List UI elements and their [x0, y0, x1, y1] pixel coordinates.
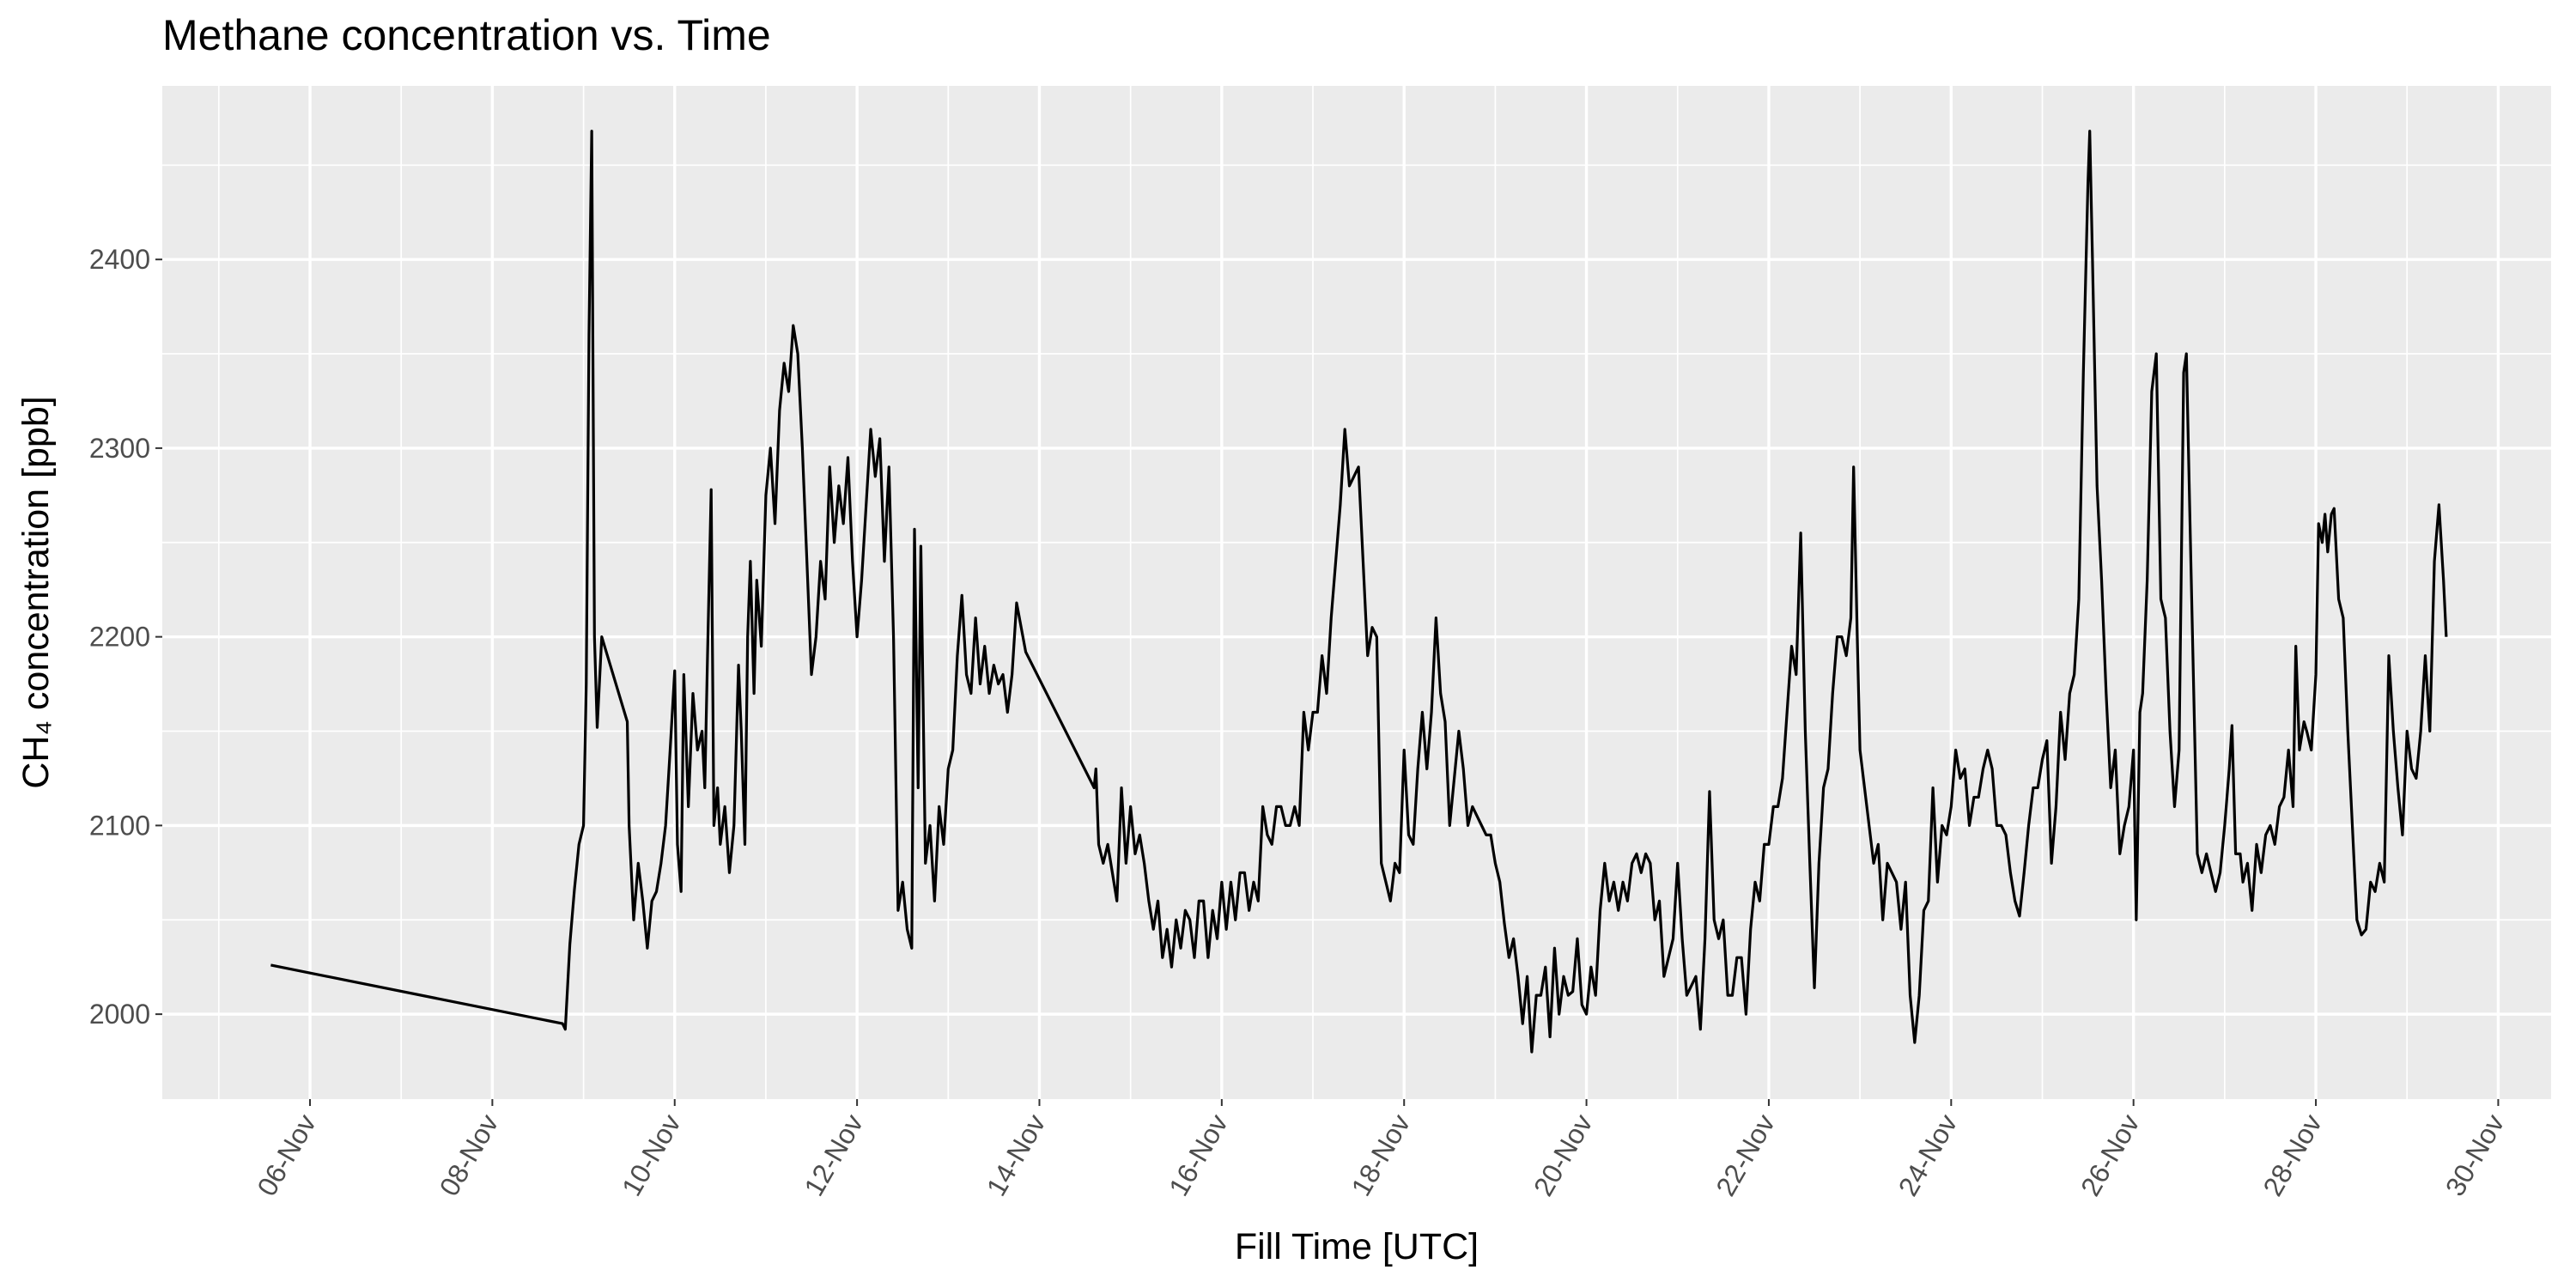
data-line — [270, 130, 2448, 1054]
chart-title: Methane concentration vs. Time — [162, 11, 771, 59]
y-tick-label: 2200 — [89, 622, 150, 653]
y-tick-label: 2400 — [89, 244, 150, 275]
y-tick-label: 2300 — [89, 433, 150, 464]
y-axis-title: CH₄ concentration [ppb] — [15, 396, 57, 788]
y-tick-label: 2000 — [89, 999, 150, 1030]
x-axis-title: Fill Time [UTC] — [1235, 1226, 1479, 1267]
plot-panel — [162, 86, 2551, 1099]
y-tick-label: 2100 — [89, 810, 150, 841]
